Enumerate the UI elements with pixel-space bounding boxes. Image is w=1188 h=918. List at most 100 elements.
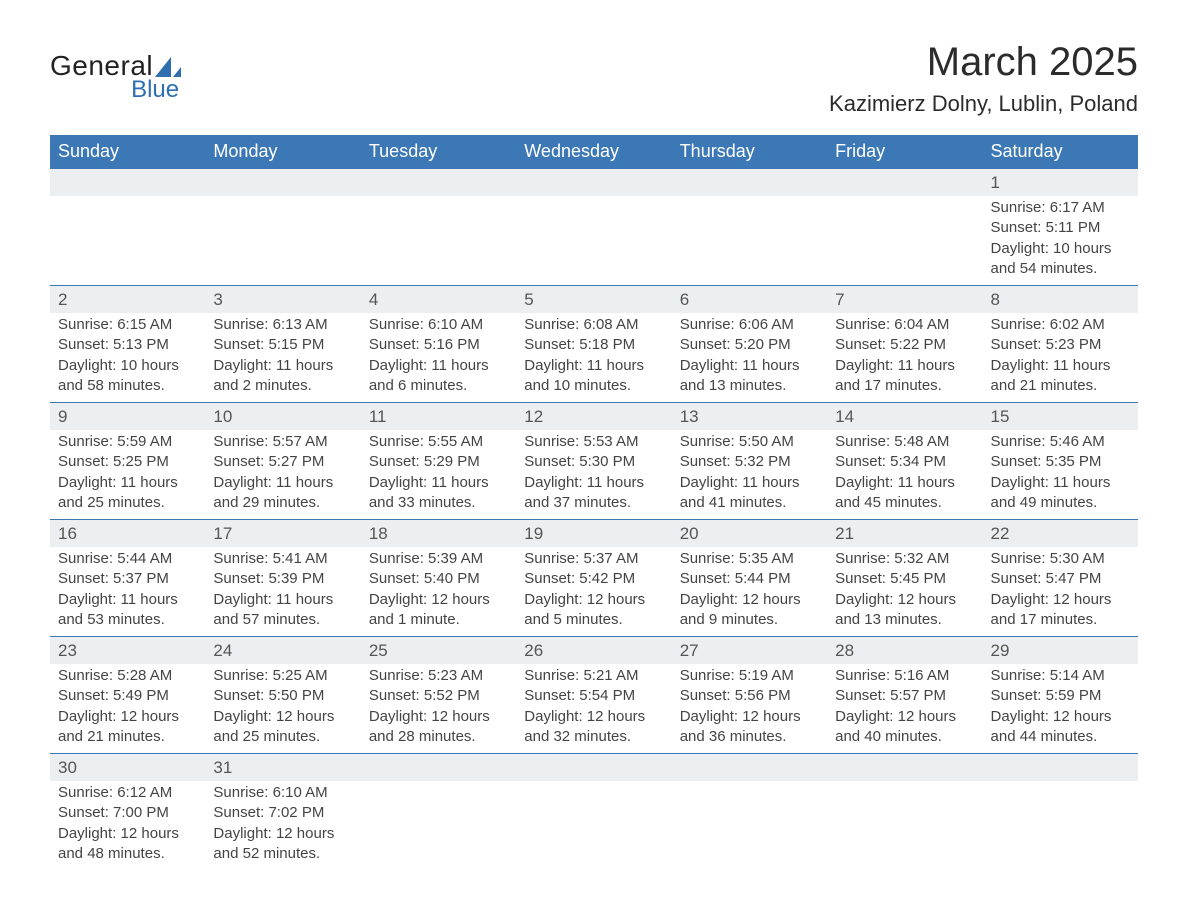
day-number-cell: 23 [50, 637, 205, 665]
daylight-text: Daylight: 12 hours and 52 minutes. [213, 824, 352, 865]
daylight-text: Daylight: 11 hours and 29 minutes. [213, 473, 352, 514]
daylight-text: Daylight: 11 hours and 6 minutes. [369, 356, 508, 397]
sunset-text: Sunset: 5:39 PM [213, 569, 352, 589]
day-data-cell: Sunrise: 5:23 AMSunset: 5:52 PMDaylight:… [361, 664, 516, 754]
daylight-text: Daylight: 12 hours and 36 minutes. [680, 707, 819, 748]
daylight-text: Daylight: 11 hours and 17 minutes. [835, 356, 974, 397]
sunset-text: Sunset: 5:25 PM [58, 452, 197, 472]
sunrise-text: Sunrise: 5:25 AM [213, 666, 352, 686]
day-number-cell: 4 [361, 286, 516, 314]
day-number-cell: 26 [516, 637, 671, 665]
sunrise-text: Sunrise: 5:21 AM [524, 666, 663, 686]
day-number-cell: 29 [983, 637, 1138, 665]
sunrise-text: Sunrise: 5:44 AM [58, 549, 197, 569]
day-data-cell: Sunrise: 5:14 AMSunset: 5:59 PMDaylight:… [983, 664, 1138, 754]
day-number-cell: 12 [516, 403, 671, 431]
day-data-cell: Sunrise: 5:48 AMSunset: 5:34 PMDaylight:… [827, 430, 982, 520]
sunset-text: Sunset: 5:44 PM [680, 569, 819, 589]
day-data-cell: Sunrise: 5:53 AMSunset: 5:30 PMDaylight:… [516, 430, 671, 520]
sunset-text: Sunset: 5:37 PM [58, 569, 197, 589]
day-number-cell: 16 [50, 520, 205, 548]
daylight-text: Daylight: 11 hours and 49 minutes. [991, 473, 1130, 514]
sunrise-text: Sunrise: 5:48 AM [835, 432, 974, 452]
day-data-cell: Sunrise: 6:17 AMSunset: 5:11 PMDaylight:… [983, 196, 1138, 286]
daylight-text: Daylight: 12 hours and 5 minutes. [524, 590, 663, 631]
location: Kazimierz Dolny, Lublin, Poland [829, 91, 1138, 117]
sunset-text: Sunset: 5:34 PM [835, 452, 974, 472]
day-data-cell [361, 196, 516, 286]
daylight-text: Daylight: 10 hours and 54 minutes. [991, 239, 1130, 280]
daylight-text: Daylight: 12 hours and 1 minute. [369, 590, 508, 631]
day-number-cell: 9 [50, 403, 205, 431]
day-number-cell: 28 [827, 637, 982, 665]
day-data-cell: Sunrise: 5:32 AMSunset: 5:45 PMDaylight:… [827, 547, 982, 637]
day-number-cell [361, 169, 516, 197]
day-number-cell: 11 [361, 403, 516, 431]
sunrise-text: Sunrise: 6:10 AM [213, 783, 352, 803]
sunset-text: Sunset: 5:47 PM [991, 569, 1130, 589]
weekday-header: Tuesday [361, 135, 516, 169]
sunset-text: Sunset: 5:40 PM [369, 569, 508, 589]
day-data-cell: Sunrise: 5:39 AMSunset: 5:40 PMDaylight:… [361, 547, 516, 637]
sunrise-text: Sunrise: 5:50 AM [680, 432, 819, 452]
sunrise-text: Sunrise: 5:37 AM [524, 549, 663, 569]
sunset-text: Sunset: 5:42 PM [524, 569, 663, 589]
title-block: March 2025 Kazimierz Dolny, Lublin, Pola… [829, 40, 1138, 117]
day-number-cell [361, 754, 516, 782]
day-number-cell [827, 169, 982, 197]
day-data-cell: Sunrise: 5:55 AMSunset: 5:29 PMDaylight:… [361, 430, 516, 520]
day-number-cell: 25 [361, 637, 516, 665]
daylight-text: Daylight: 12 hours and 13 minutes. [835, 590, 974, 631]
day-number-cell: 10 [205, 403, 360, 431]
daylight-text: Daylight: 11 hours and 45 minutes. [835, 473, 974, 514]
sunrise-text: Sunrise: 5:14 AM [991, 666, 1130, 686]
sunrise-text: Sunrise: 5:23 AM [369, 666, 508, 686]
sunset-text: Sunset: 5:54 PM [524, 686, 663, 706]
day-data-cell [983, 781, 1138, 870]
day-number-cell: 5 [516, 286, 671, 314]
day-data-cell: Sunrise: 5:59 AMSunset: 5:25 PMDaylight:… [50, 430, 205, 520]
sunset-text: Sunset: 5:11 PM [991, 218, 1130, 238]
day-data-cell: Sunrise: 6:15 AMSunset: 5:13 PMDaylight:… [50, 313, 205, 403]
sunrise-text: Sunrise: 6:15 AM [58, 315, 197, 335]
day-number-cell [516, 754, 671, 782]
day-data-cell [672, 196, 827, 286]
daylight-text: Daylight: 10 hours and 58 minutes. [58, 356, 197, 397]
sunrise-text: Sunrise: 6:13 AM [213, 315, 352, 335]
daylight-text: Daylight: 11 hours and 13 minutes. [680, 356, 819, 397]
sunset-text: Sunset: 5:23 PM [991, 335, 1130, 355]
sunrise-text: Sunrise: 5:41 AM [213, 549, 352, 569]
daylight-text: Daylight: 11 hours and 10 minutes. [524, 356, 663, 397]
weekday-header: Sunday [50, 135, 205, 169]
day-number-cell: 7 [827, 286, 982, 314]
logo-sail-icon [155, 57, 181, 77]
sunrise-text: Sunrise: 6:12 AM [58, 783, 197, 803]
sunset-text: Sunset: 5:16 PM [369, 335, 508, 355]
day-data-cell: Sunrise: 5:46 AMSunset: 5:35 PMDaylight:… [983, 430, 1138, 520]
day-data-cell: Sunrise: 6:13 AMSunset: 5:15 PMDaylight:… [205, 313, 360, 403]
sunrise-text: Sunrise: 5:55 AM [369, 432, 508, 452]
day-data-cell: Sunrise: 5:41 AMSunset: 5:39 PMDaylight:… [205, 547, 360, 637]
day-data-cell: Sunrise: 5:30 AMSunset: 5:47 PMDaylight:… [983, 547, 1138, 637]
day-data-cell [827, 781, 982, 870]
day-data-cell: Sunrise: 5:16 AMSunset: 5:57 PMDaylight:… [827, 664, 982, 754]
day-number-cell [983, 754, 1138, 782]
sunset-text: Sunset: 5:27 PM [213, 452, 352, 472]
daylight-text: Daylight: 12 hours and 9 minutes. [680, 590, 819, 631]
daylight-text: Daylight: 11 hours and 21 minutes. [991, 356, 1130, 397]
sunset-text: Sunset: 5:35 PM [991, 452, 1130, 472]
daylight-text: Daylight: 11 hours and 33 minutes. [369, 473, 508, 514]
day-data-cell: Sunrise: 5:19 AMSunset: 5:56 PMDaylight:… [672, 664, 827, 754]
daylight-text: Daylight: 11 hours and 2 minutes. [213, 356, 352, 397]
logo-text-sub: Blue [50, 76, 179, 104]
day-data-cell [827, 196, 982, 286]
daylight-text: Daylight: 12 hours and 44 minutes. [991, 707, 1130, 748]
day-data-cell: Sunrise: 5:37 AMSunset: 5:42 PMDaylight:… [516, 547, 671, 637]
daylight-text: Daylight: 11 hours and 37 minutes. [524, 473, 663, 514]
sunrise-text: Sunrise: 6:08 AM [524, 315, 663, 335]
sunrise-text: Sunrise: 6:10 AM [369, 315, 508, 335]
day-data-cell: Sunrise: 6:04 AMSunset: 5:22 PMDaylight:… [827, 313, 982, 403]
sunset-text: Sunset: 7:02 PM [213, 803, 352, 823]
day-data-cell: Sunrise: 6:06 AMSunset: 5:20 PMDaylight:… [672, 313, 827, 403]
sunrise-text: Sunrise: 5:28 AM [58, 666, 197, 686]
